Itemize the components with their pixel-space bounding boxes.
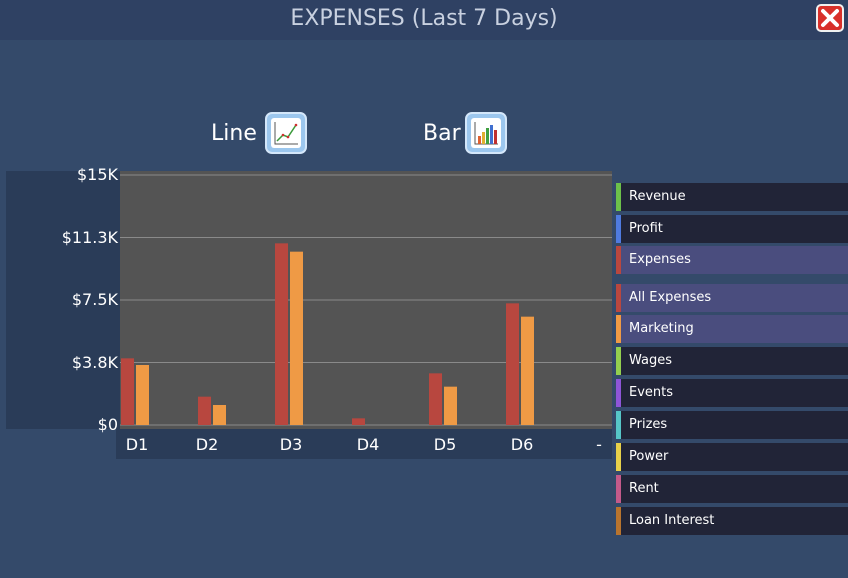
legend-item-loan-interest[interactable]: Loan Interest: [616, 507, 848, 535]
x-tick-label: D4: [356, 435, 380, 454]
bar-all-expenses-d3: [275, 243, 288, 425]
y-tick-label: $11.3K: [61, 227, 118, 247]
legend-item-rent[interactable]: Rent: [616, 475, 848, 503]
legend-swatch: [616, 183, 621, 211]
close-button[interactable]: [816, 4, 844, 32]
bar-all-expenses-d5: [429, 373, 442, 425]
legend-label: Expenses: [629, 252, 691, 267]
x-tick-label: -: [596, 435, 602, 454]
line-mode-label: Line: [211, 121, 257, 146]
x-tick-label: D3: [279, 435, 303, 454]
bar-chart-button[interactable]: [465, 112, 507, 154]
legend-swatch: [616, 315, 621, 343]
title-bar: [0, 0, 848, 40]
legend-item-expenses[interactable]: Expenses: [616, 246, 848, 274]
y-tick-label: $0: [97, 415, 118, 434]
legend-label: Rent: [629, 481, 659, 496]
legend-item-power[interactable]: Power: [616, 443, 848, 471]
x-tick-label: D6: [510, 435, 534, 454]
legend-swatch: [616, 284, 621, 312]
x-tick-label: D2: [195, 435, 219, 454]
legend-item-revenue[interactable]: Revenue: [616, 183, 848, 211]
window-title: EXPENSES (Last 7 Days): [290, 6, 558, 31]
legend-swatch: [616, 347, 621, 375]
legend-item-marketing[interactable]: Marketing: [616, 315, 848, 343]
x-tick-label: D1: [125, 435, 149, 454]
legend-item-events[interactable]: Events: [616, 379, 848, 407]
legend-swatch: [616, 443, 621, 471]
bar-marketing-d5: [444, 386, 457, 425]
bar-all-expenses-d1: [121, 358, 134, 425]
legend-label: Prizes: [629, 417, 668, 432]
bar-chart-icon: [474, 122, 498, 145]
legend-swatch: [616, 411, 621, 439]
legend-label: All Expenses: [629, 290, 712, 305]
legend-label: Power: [629, 449, 669, 464]
legend-label: Profit: [629, 221, 663, 236]
bar-marketing-d3: [290, 251, 303, 425]
y-tick-label: $15K: [76, 165, 118, 184]
legend-label: Marketing: [629, 321, 694, 336]
bar-all-expenses-d6: [506, 303, 519, 425]
legend-label: Loan Interest: [629, 513, 715, 528]
line-chart-button[interactable]: [265, 112, 307, 154]
y-tick-label: $3.8K: [71, 352, 118, 372]
bar-mode-label: Bar: [423, 121, 461, 146]
y-axis-panel: [6, 171, 120, 429]
legend-item-wages[interactable]: Wages: [616, 347, 848, 375]
legend-label: Events: [629, 385, 674, 400]
y-tick-label: $7.5K: [71, 290, 118, 309]
bar-all-expenses-d2: [198, 396, 211, 425]
legend-swatch: [616, 246, 621, 274]
legend-item-prizes[interactable]: Prizes: [616, 411, 848, 439]
line-chart-icon: [274, 122, 298, 145]
legend-item-profit[interactable]: Profit: [616, 215, 848, 243]
bar-marketing-d2: [213, 405, 226, 425]
legend-swatch: [616, 215, 621, 243]
x-tick-label: D5: [433, 435, 457, 454]
close-icon: [821, 9, 839, 27]
legend-swatch: [616, 475, 621, 503]
bar-marketing-d1: [136, 365, 149, 425]
x-axis-panel: [116, 429, 612, 459]
legend-swatch: [616, 507, 621, 535]
bar-marketing-d6: [521, 316, 534, 425]
legend-label: Wages: [629, 353, 673, 368]
legend-label: Revenue: [629, 189, 686, 204]
legend-swatch: [616, 379, 621, 407]
bar-all-expenses-d4: [352, 418, 365, 425]
legend-item-all-expenses[interactable]: All Expenses: [616, 284, 848, 312]
